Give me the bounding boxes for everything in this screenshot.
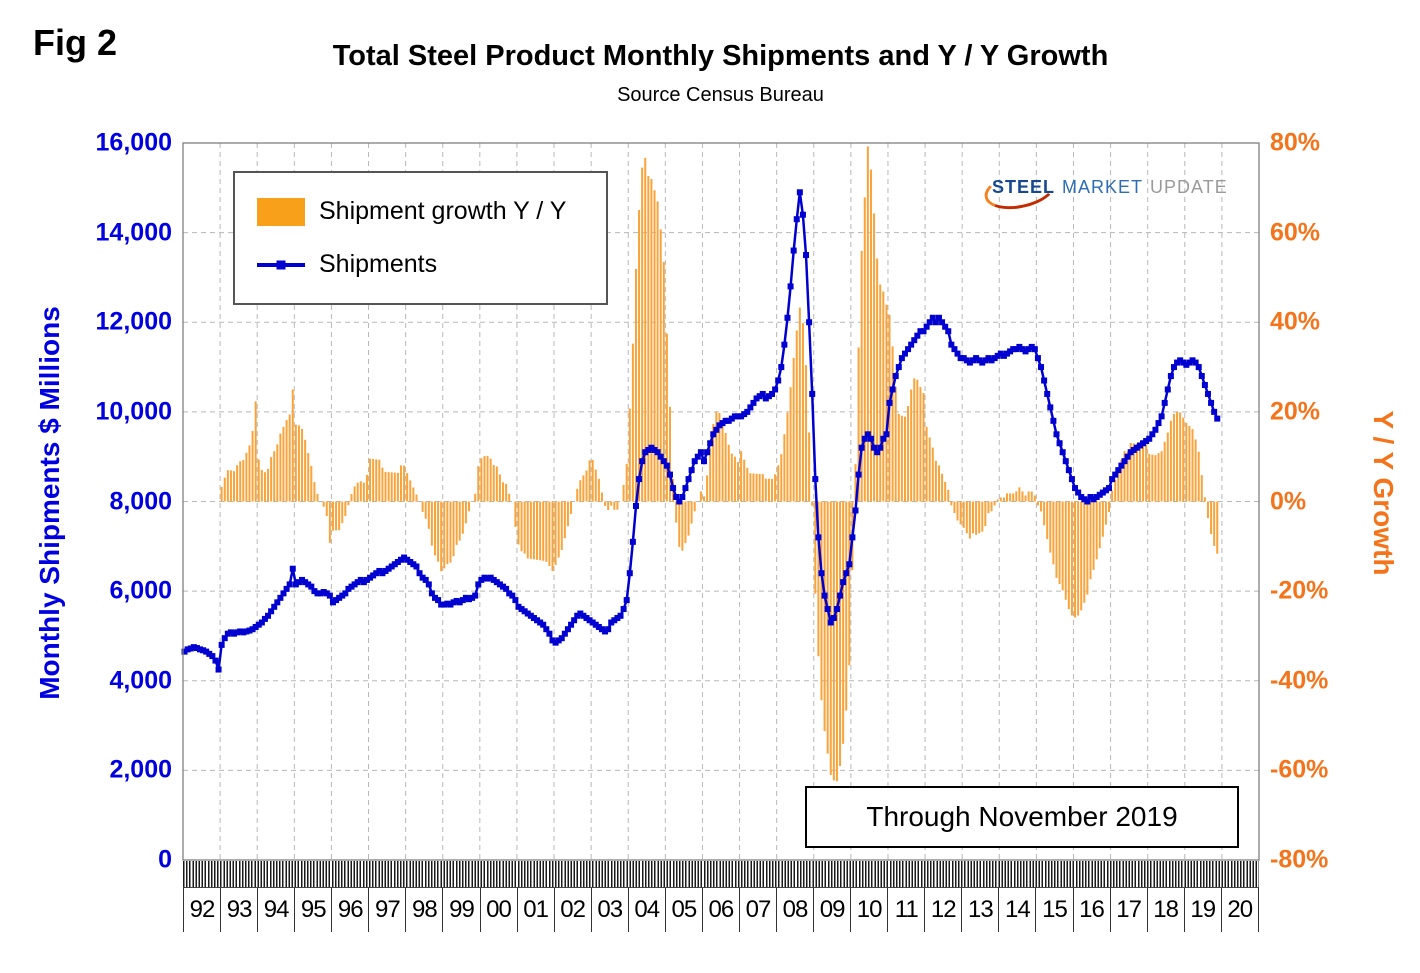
left-axis-ticks: 0 2,000 4,000 6,000 8,000 10,000 12,000 14,000 1… <box>60 129 172 874</box>
year-label: 07 <box>738 888 776 932</box>
growth-legend-label: Shipment growth Y / Y <box>319 197 567 225</box>
right-tick-label: 40% <box>1270 307 1321 336</box>
shipments-legend-marker-icon <box>257 260 305 269</box>
right-tick-label: 0% <box>1270 487 1307 515</box>
right-tick-label: -80% <box>1270 845 1329 874</box>
year-label: 98 <box>405 888 442 932</box>
growth-legend-swatch-icon <box>257 197 305 226</box>
year-label: 11 <box>887 888 924 932</box>
steel-market-update-logo: STEEL MARKET UPDATE <box>981 164 1228 216</box>
year-label: 13 <box>961 888 998 932</box>
year-label: 19 <box>1183 888 1221 932</box>
year-label: 97 <box>368 888 405 932</box>
left-tick-label: 10,000 <box>95 397 172 426</box>
year-label: 17 <box>1109 888 1147 932</box>
x-axis-year-labels: 92 93 94 95 96 97 98 99 00 01 02 03 04 05 06 07 08 09 10 11… <box>183 888 1259 932</box>
year-label: 15 <box>1035 888 1072 932</box>
month-tick-strip <box>183 861 1259 888</box>
right-tick-label: -40% <box>1270 666 1329 695</box>
year-label: 00 <box>479 888 517 932</box>
chart-title: Total Steel Product Monthly Shipments an… <box>332 40 1109 72</box>
through-date-annotation: Through November 2019 <box>805 786 1239 848</box>
year-label: 03 <box>590 888 628 932</box>
logo-steel-text: STEEL <box>992 176 1056 197</box>
year-label: 12 <box>924 888 961 932</box>
left-tick-label: 0 <box>158 845 172 874</box>
year-label: 95 <box>294 888 331 932</box>
left-tick-label: 12,000 <box>95 307 172 336</box>
left-tick-label: 2,000 <box>109 755 172 784</box>
right-tick-label: 20% <box>1270 397 1321 426</box>
year-label: 93 <box>220 888 257 932</box>
legend-item-shipments: Shipments <box>257 250 606 279</box>
year-label: 20 <box>1220 888 1259 932</box>
year-label: 06 <box>701 888 739 932</box>
year-label: 94 <box>257 888 294 932</box>
year-label: 92 <box>183 888 220 932</box>
right-tick-label: -20% <box>1270 576 1329 605</box>
year-label: 09 <box>813 888 850 932</box>
year-label: 05 <box>664 888 702 932</box>
year-label: 10 <box>850 888 887 932</box>
legend-item-growth: Shipment growth Y / Y <box>257 197 606 226</box>
left-tick-label: 6,000 <box>109 576 172 605</box>
chart-subtitle: Source Census Bureau <box>617 84 824 106</box>
year-label: 18 <box>1146 888 1184 932</box>
right-axis-ticks: -80% -60% -40% -20% 0% 20% 40% 60% 80% <box>1270 129 1380 874</box>
left-tick-label: 14,000 <box>95 218 172 247</box>
year-label: 04 <box>627 888 665 932</box>
logo-market-text: MARKET <box>1062 176 1144 197</box>
left-tick-label: 8,000 <box>109 487 172 515</box>
left-tick-label: 16,000 <box>95 128 172 157</box>
year-label: 99 <box>442 888 479 932</box>
logo-update-text: UPDATE <box>1150 176 1228 197</box>
figure-label: Fig 2 <box>33 22 118 63</box>
right-tick-label: 60% <box>1270 218 1321 247</box>
right-tick-label: -60% <box>1270 755 1329 784</box>
through-date-text: Through November 2019 <box>866 801 1178 832</box>
shipments-legend-label: Shipments <box>319 250 438 278</box>
year-label: 08 <box>776 888 813 932</box>
legend: Shipment growth Y / Y Shipments <box>233 171 608 305</box>
year-label: 02 <box>553 888 591 932</box>
right-tick-label: 80% <box>1270 128 1321 157</box>
year-label: 16 <box>1072 888 1110 932</box>
year-label: 96 <box>331 888 368 932</box>
year-label: 01 <box>516 888 554 932</box>
year-label: 14 <box>998 888 1035 932</box>
left-tick-label: 4,000 <box>109 666 172 695</box>
